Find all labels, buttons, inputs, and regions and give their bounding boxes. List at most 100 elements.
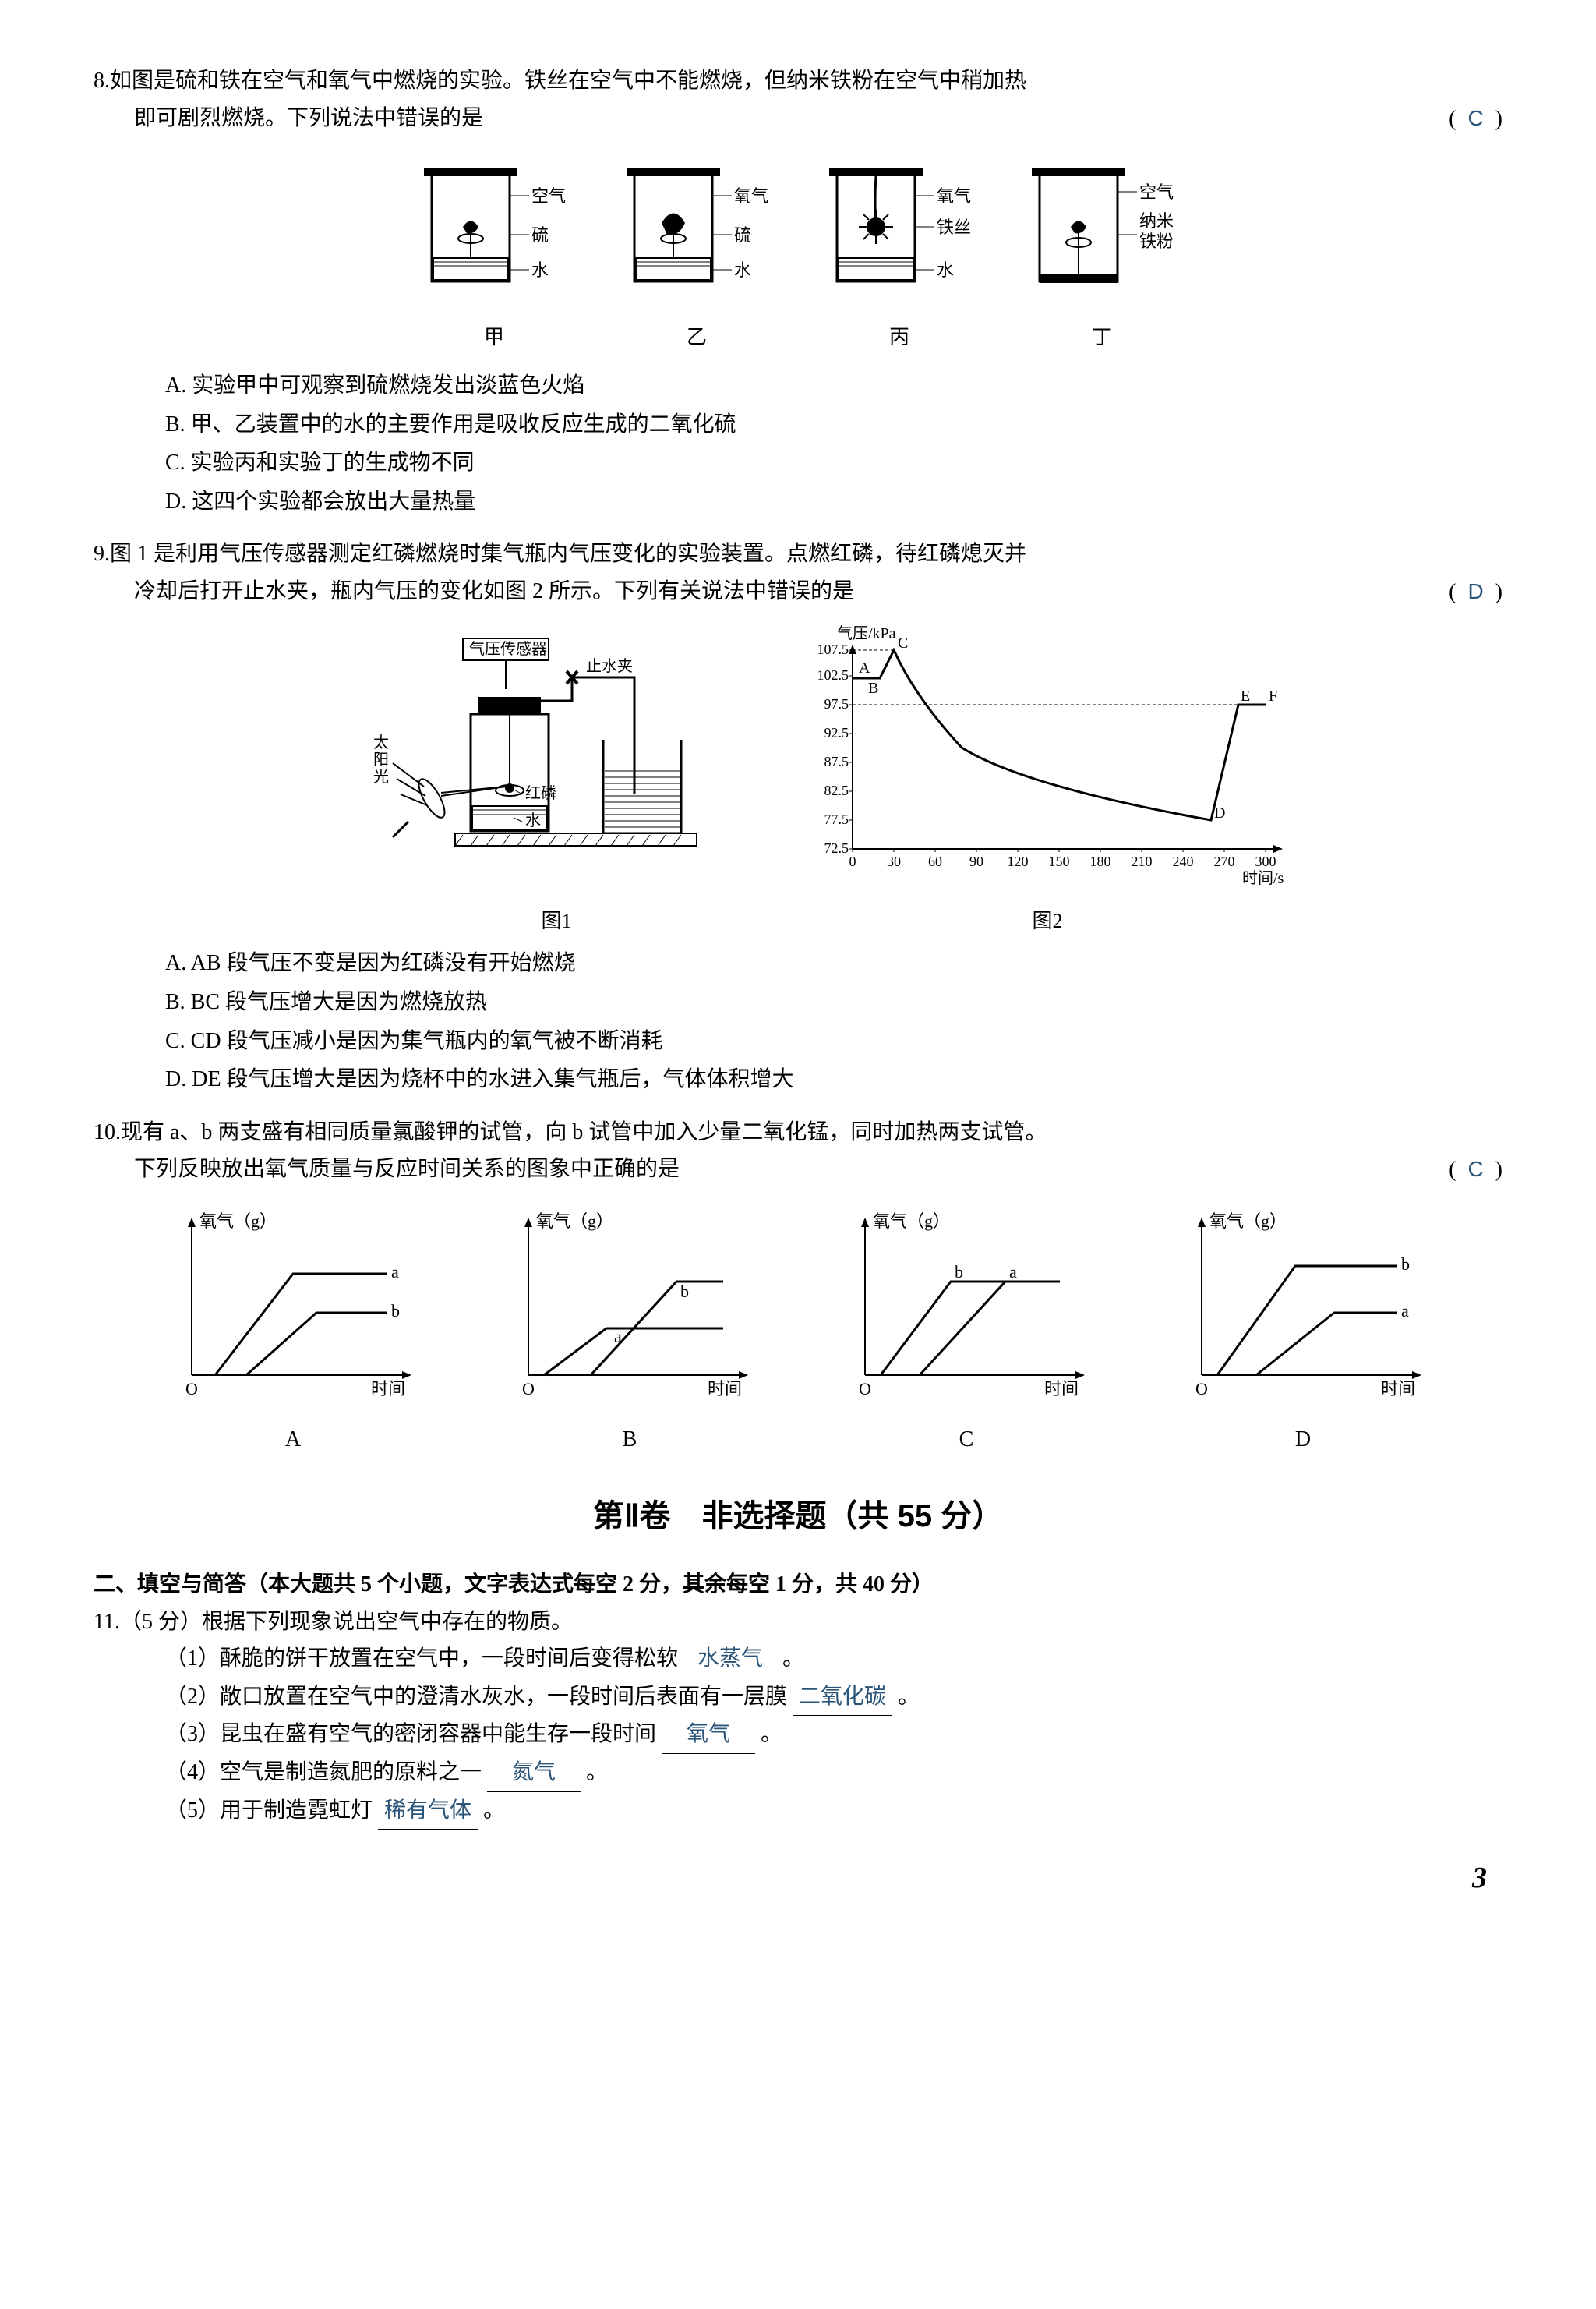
jar-bing-fe: 铁丝 (937, 217, 971, 237)
q11-3-pre: （3）昆虫在盛有空气的密闭容器中能生存一段时间 (165, 1722, 656, 1746)
svg-text:72.5: 72.5 (824, 840, 849, 856)
q11-4-post: 。 (586, 1760, 608, 1784)
chart-c-svg: 氧气（g） 时间 O a b (834, 1204, 1099, 1406)
q8-opt-c: C. 实验丙和实验丁的生成物不同 (165, 444, 1502, 482)
q11-stem: 11. （5 分）根据下列现象说出空气中存在的物质。 (94, 1604, 1502, 1641)
q9-opt-a: A. AB 段气压不变是因为红磷没有开始燃烧 (165, 945, 1502, 982)
chart-d-bot: a (1401, 1301, 1409, 1321)
jar-yi-s: 硫 (734, 225, 751, 245)
jar-bing-svg: 氧气 铁丝 水 (814, 149, 985, 305)
q9-text2: 冷却后打开止水夹，瓶内气压的变化如图 2 所示。下列有关说法中错误的是 (134, 579, 854, 603)
chart-d-svg: 氧气（g） 时间 O b a (1171, 1204, 1435, 1406)
chart-b-yl: 氧气（g） (536, 1211, 613, 1231)
jar-ding-name: 丁 (1016, 320, 1188, 355)
q11-item-4: （4）空气是制造氮肥的原料之一 氮气 。 (165, 1754, 1502, 1792)
chart-c-yl: 氧气（g） (873, 1211, 950, 1231)
q8-answer: C (1461, 106, 1489, 130)
svg-text:120: 120 (1008, 854, 1029, 869)
jar-yi-o2: 氧气 (734, 186, 768, 206)
q11-5-pre: （5）用于制造霓虹灯 (165, 1798, 373, 1823)
q8-text2: 即可剧烈燃烧。下列说法中错误的是 (134, 106, 483, 130)
sun-label-1: 太 (373, 734, 389, 751)
q9-stem-line1: 9. 图 1 是利用气压传感器测定红磷燃烧时集气瓶内气压变化的实验装置。点燃红磷… (94, 536, 1502, 573)
q11-1-pre: （1）酥脆的饼干放置在空气中，一段时间后变得松软 (165, 1646, 678, 1671)
q11-item-2: （2）敞口放置在空气中的澄清水灰水，一段时间后表面有一层膜 二氧化碳 。 (165, 1678, 1502, 1717)
pt-e: E (1241, 688, 1250, 705)
question-11: 11. （5 分）根据下列现象说出空气中存在的物质。 （1）酥脆的饼干放置在空气… (94, 1604, 1502, 1830)
q8-number: 8. (94, 62, 110, 100)
q11-4-ans: 氮气 (487, 1754, 581, 1792)
q10-answer-paren: ( C ) (1449, 1151, 1502, 1189)
q11-number: 11. (94, 1604, 120, 1641)
chart-d-top: b (1401, 1254, 1410, 1274)
q9-fig1-col: 气压传感器 止水夹 (369, 623, 743, 939)
q10-stem-line2-row: 下列反映放出氧气质量与反应时间关系的图象中正确的是 ( C ) (94, 1151, 1502, 1188)
paren-right: ) (1495, 107, 1502, 131)
pt-d: D (1214, 804, 1225, 822)
svg-text:60: 60 (928, 854, 942, 869)
chart-a-col: 氧气（g） 时间 O a b A (161, 1204, 425, 1459)
chart-d-o: O (1195, 1379, 1208, 1398)
section-2-title: 第Ⅱ卷 非选择题（共 55 分） (94, 1490, 1502, 1543)
jar-bing-name: 丙 (814, 320, 985, 355)
svg-text:90: 90 (969, 854, 983, 869)
q8-opt-a: A. 实验甲中可观察到硫燃烧发出淡蓝色火焰 (165, 367, 1502, 405)
svg-text:82.5: 82.5 (824, 783, 849, 798)
chart-d-xl: 时间 (1381, 1379, 1415, 1398)
jar-bing-o2: 氧气 (937, 186, 971, 206)
chart-c-xl: 时间 (1044, 1379, 1079, 1398)
chart-d-col: 氧气（g） 时间 O b a D (1171, 1204, 1435, 1459)
paren-right: ) (1495, 580, 1502, 604)
fig2-xlabel: 时间/s (1242, 869, 1284, 887)
svg-text:270: 270 (1214, 854, 1235, 869)
question-10: 10. 现有 a、b 两支盛有相同质量氯酸钾的试管，向 b 试管中加入少量二氧化… (94, 1114, 1502, 1459)
paren-left: ( (1449, 580, 1456, 604)
q11-1-ans: 水蒸气 (683, 1640, 777, 1678)
q9-fig2-col: 气压/kPa 72.5 77.5 82.5 87.5 92.5 97.5 102… (790, 623, 1305, 939)
jar-ding-col: 空气 纳米 铁粉 丁 (1016, 149, 1188, 355)
clamp-label: 止水夹 (586, 657, 633, 675)
q9-opt-b: B. BC 段气压增大是因为燃烧放热 (165, 984, 1502, 1021)
fig1-cap: 图1 (369, 904, 743, 939)
q10-number: 10. (94, 1114, 121, 1151)
svg-text:102.5: 102.5 (817, 667, 849, 683)
question-9: 9. 图 1 是利用气压传感器测定红磷燃烧时集气瓶内气压变化的实验装置。点燃红磷… (94, 536, 1502, 1098)
svg-text:107.5: 107.5 (817, 642, 849, 657)
q11-5-post: 。 (483, 1798, 505, 1823)
q9-options: A. AB 段气压不变是因为红磷没有开始燃烧 B. BC 段气压增大是因为燃烧放… (94, 945, 1502, 1098)
jar-jia-name: 甲 (408, 320, 580, 355)
q9-number: 9. (94, 536, 110, 573)
q9-figures: 气压传感器 止水夹 (171, 623, 1502, 939)
chart-b-col: 氧气（g） 时间 O a b B (497, 1204, 762, 1459)
chart-b-name: B (497, 1421, 762, 1459)
fig2-xticks: 0 30 60 90 120 150 180 210 240 270 300 (849, 854, 1276, 869)
svg-text:210: 210 (1132, 854, 1153, 869)
jar-ding-air: 空气 (1139, 182, 1174, 202)
q11-2-post: 。 (898, 1685, 920, 1709)
chart-b-svg: 氧气（g） 时间 O a b (497, 1204, 762, 1406)
chart-c-a: a (1009, 1262, 1017, 1282)
jar-bing-water: 水 (937, 260, 954, 280)
chart-c-o: O (859, 1379, 871, 1398)
q11-1-post: 。 (782, 1646, 804, 1671)
paren-right: ) (1495, 1158, 1502, 1182)
q9-stem-line2-row: 冷却后打开止水夹，瓶内气压的变化如图 2 所示。下列有关说法中错误的是 ( D … (94, 573, 1502, 610)
fig2-yticks: 72.5 77.5 82.5 87.5 92.5 97.5 102.5 107.… (817, 642, 849, 856)
svg-text:92.5: 92.5 (824, 725, 849, 741)
q11-2-pre: （2）敞口放置在空气中的澄清水灰水，一段时间后表面有一层膜 (165, 1685, 787, 1709)
chart-d-yl: 氧气（g） (1209, 1211, 1287, 1231)
svg-text:240: 240 (1173, 854, 1194, 869)
jar-jia-col: 空气 硫 水 甲 (408, 149, 580, 355)
jar-jia-air: 空气 (531, 186, 566, 206)
part2-heading: 二、填空与简答（本大题共 5 个小题，文字表达式每空 2 分，其余每空 1 分，… (94, 1566, 1502, 1604)
q10-text1: 现有 a、b 两支盛有相同质量氯酸钾的试管，向 b 试管中加入少量二氧化锰，同时… (121, 1114, 1502, 1151)
fig2-curve (853, 650, 1266, 820)
q8-diagrams: 空气 硫 水 甲 氧气 硫 (94, 149, 1502, 355)
q11-text: （5 分）根据下列现象说出空气中存在的物质。 (120, 1604, 1502, 1641)
chart-a-o: O (185, 1379, 198, 1398)
q8-opt-b: B. 甲、乙装置中的水的主要作用是吸收反应生成的二氧化硫 (165, 406, 1502, 444)
jar-ding-svg: 空气 纳米 铁粉 (1016, 149, 1188, 305)
q9-fig1-svg: 气压传感器 止水夹 (369, 623, 743, 888)
q11-item-3: （3）昆虫在盛有空气的密闭容器中能生存一段时间 氧气 。 (165, 1716, 1502, 1754)
chart-b-o: O (522, 1379, 535, 1398)
